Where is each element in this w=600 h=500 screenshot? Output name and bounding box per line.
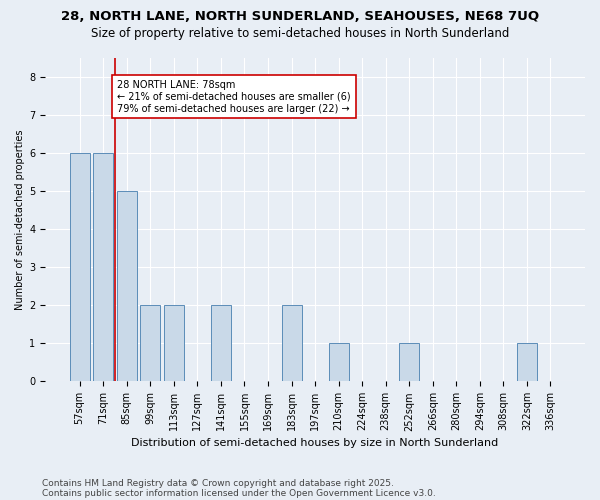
Text: Contains HM Land Registry data © Crown copyright and database right 2025.: Contains HM Land Registry data © Crown c… <box>42 478 394 488</box>
Bar <box>517 343 537 382</box>
Bar <box>70 152 89 382</box>
Y-axis label: Number of semi-detached properties: Number of semi-detached properties <box>15 129 25 310</box>
Bar <box>329 343 349 382</box>
Text: 28 NORTH LANE: 78sqm
← 21% of semi-detached houses are smaller (6)
79% of semi-d: 28 NORTH LANE: 78sqm ← 21% of semi-detac… <box>118 80 351 114</box>
Text: Size of property relative to semi-detached houses in North Sunderland: Size of property relative to semi-detach… <box>91 28 509 40</box>
Text: 28, NORTH LANE, NORTH SUNDERLAND, SEAHOUSES, NE68 7UQ: 28, NORTH LANE, NORTH SUNDERLAND, SEAHOU… <box>61 10 539 23</box>
X-axis label: Distribution of semi-detached houses by size in North Sunderland: Distribution of semi-detached houses by … <box>131 438 499 448</box>
Bar <box>117 191 137 382</box>
Bar <box>93 152 113 382</box>
Bar <box>211 305 231 382</box>
Bar <box>399 343 419 382</box>
Bar <box>140 305 160 382</box>
Text: Contains public sector information licensed under the Open Government Licence v3: Contains public sector information licen… <box>42 488 436 498</box>
Bar <box>164 305 184 382</box>
Bar <box>281 305 302 382</box>
